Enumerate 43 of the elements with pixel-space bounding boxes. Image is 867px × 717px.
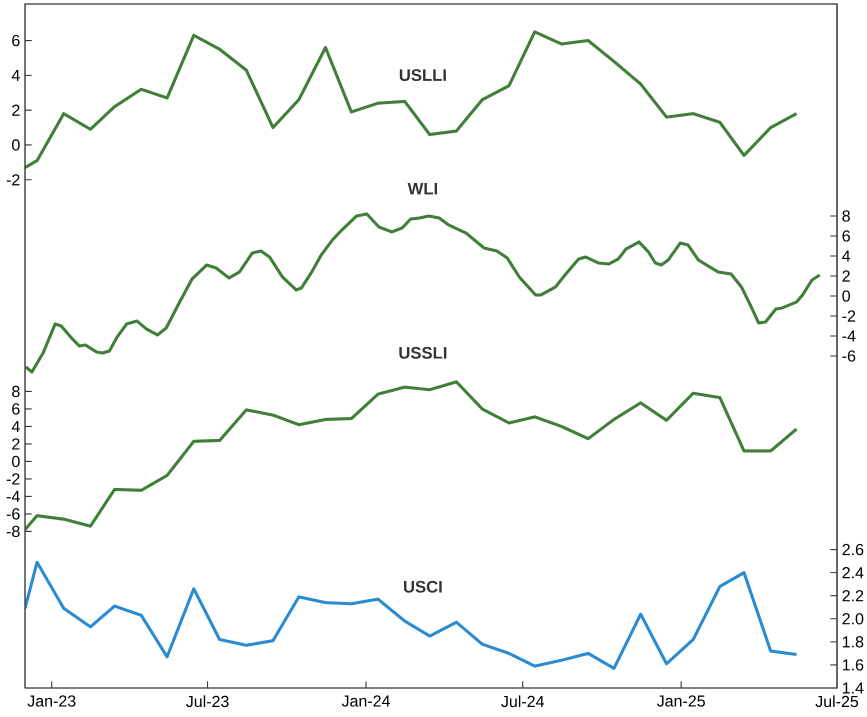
y-tick-label: -6 <box>6 508 20 520</box>
y-tick-label: 4 <box>12 70 20 81</box>
y-tick-label: 6 <box>12 34 20 46</box>
x-tick-label: Jul-25 <box>815 695 858 708</box>
y2-tick-label: -2 <box>842 310 856 322</box>
y3-tick-label: 1.8 <box>842 636 864 648</box>
y3-tick-label: 1.6 <box>842 659 864 671</box>
line-series <box>25 560 798 670</box>
y3-tick-label: 2.2 <box>842 590 864 602</box>
y2-tick-label: 2 <box>842 270 850 282</box>
x-tick-label: Jan-25 <box>656 695 705 707</box>
y2-tick-label: 4 <box>842 250 850 262</box>
y-tick-label: -2 <box>6 174 20 186</box>
line-series <box>25 380 798 532</box>
y2-tick-label: 0 <box>842 290 850 302</box>
y-tick-label: 2 <box>12 438 20 450</box>
y3-tick-label: 2.4 <box>842 567 864 578</box>
line-series <box>25 212 822 374</box>
y-tick-label: -8 <box>6 526 20 538</box>
x-tick-label: Jan-24 <box>342 695 390 707</box>
y-tick-label: 0 <box>12 139 20 151</box>
y2-tick-label: -6 <box>842 350 856 362</box>
series-label: USCI <box>404 580 442 593</box>
series-label: USSLI <box>399 346 446 359</box>
x-tick-label: Jul-24 <box>501 695 544 708</box>
x-tick-label: Jul-23 <box>186 695 229 708</box>
y-tick-label: -4 <box>6 490 20 502</box>
line-series <box>25 30 798 170</box>
y3-tick-label: 2.6 <box>842 544 864 556</box>
y2-tick-label: 6 <box>842 230 850 242</box>
y-tick-label: 4 <box>12 420 20 432</box>
y-tick-label: 6 <box>12 403 20 415</box>
y2-tick-label: -4 <box>842 330 856 342</box>
y-tick-label: 8 <box>12 386 20 398</box>
y-tick-label: -2 <box>6 473 20 485</box>
series-label: WLI <box>408 182 438 194</box>
series-label: USLLI <box>400 69 446 82</box>
y2-tick-label: 8 <box>842 210 850 222</box>
y-tick-label: 2 <box>12 104 20 116</box>
x-tick-label: Jan-23 <box>27 695 76 707</box>
y-tick-label: 0 <box>12 456 20 468</box>
y3-tick-label: 1.4 <box>842 682 864 694</box>
y3-tick-label: 2.0 <box>842 613 864 624</box>
